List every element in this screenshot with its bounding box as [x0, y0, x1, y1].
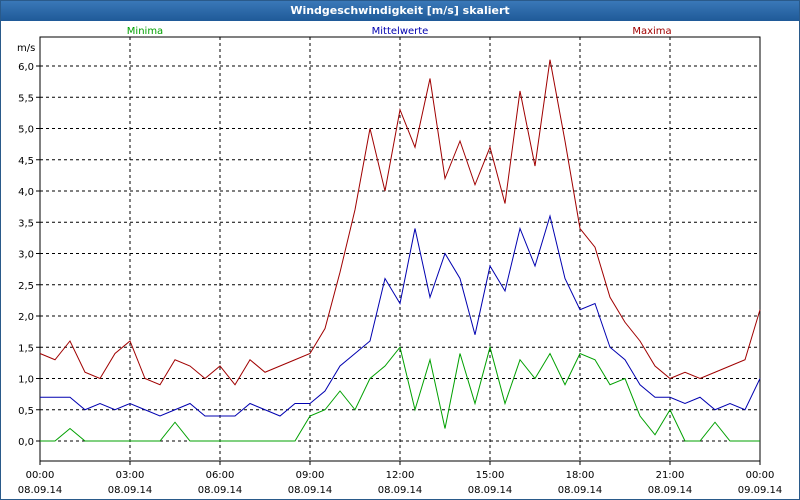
x-tick-date: 08.09.14 [288, 485, 333, 496]
y-tick-label: 5,0 [18, 125, 34, 136]
x-tick-time: 00:00 [26, 470, 55, 481]
y-tick-label: 1,5 [18, 343, 34, 354]
series-line-minima [40, 345, 760, 442]
x-tick-date: 08.09.14 [648, 485, 693, 496]
series-line-mittelwerte [40, 214, 761, 417]
y-tick-label: 6,0 [18, 62, 34, 73]
x-tick-date: 08.09.14 [558, 485, 603, 496]
x-tick-date: 09.09.14 [738, 485, 783, 496]
x-tick-time: 21:00 [656, 470, 685, 481]
grid-lines [40, 37, 760, 461]
y-tick-label: 5,5 [18, 93, 34, 104]
legend-entry-minima: Minima [127, 26, 163, 37]
x-tick-time: 18:00 [566, 470, 595, 481]
series-lines [39, 59, 761, 442]
series-line-maxima [39, 59, 761, 386]
x-tick-date: 08.09.14 [198, 485, 243, 496]
x-tick-time: 15:00 [476, 470, 505, 481]
y-tick-label: 3,0 [18, 250, 34, 261]
x-axis: 00:00 08.09.14 03:00 08.09.14 06:00 08.09.14 0… [18, 461, 783, 496]
y-tick-label: 1,0 [18, 375, 34, 386]
y-axis-label: m/s [17, 43, 35, 54]
chart-title: Windgeschwindigkeit [m/s] skaliert [1, 1, 799, 21]
legend-entry-mittelwerte: Mittelwerte [372, 26, 429, 37]
x-tick-time: 12:00 [386, 470, 415, 481]
y-tick-label: 4,5 [18, 156, 34, 167]
x-tick-time: 06:00 [206, 470, 235, 481]
x-tick-date: 08.09.14 [378, 485, 423, 496]
x-tick-time: 09:00 [296, 470, 325, 481]
y-tick-label: 4,0 [18, 187, 34, 198]
x-tick-time: 03:00 [116, 470, 145, 481]
y-tick-label: 3,5 [18, 218, 34, 229]
x-tick-date: 08.09.14 [18, 485, 63, 496]
y-tick-label: 0,5 [18, 406, 34, 417]
x-tick-time: 00:00 [746, 470, 775, 481]
x-tick-date: 08.09.14 [468, 485, 513, 496]
y-tick-label: 2,0 [18, 312, 34, 323]
y-tick-label: 0,0 [18, 437, 34, 448]
x-tick-date: 08.09.14 [108, 485, 153, 496]
y-tick-label: 2,5 [18, 281, 34, 292]
legend: Minima Mittelwerte Maxima [127, 26, 672, 37]
y-axis: 0,0 0,5 1,0 1,5 2,0 2,5 3,0 3,5 4,0 4,5 5,0 5,5 6,0 [18, 62, 40, 448]
legend-entry-maxima: Maxima [632, 26, 671, 37]
